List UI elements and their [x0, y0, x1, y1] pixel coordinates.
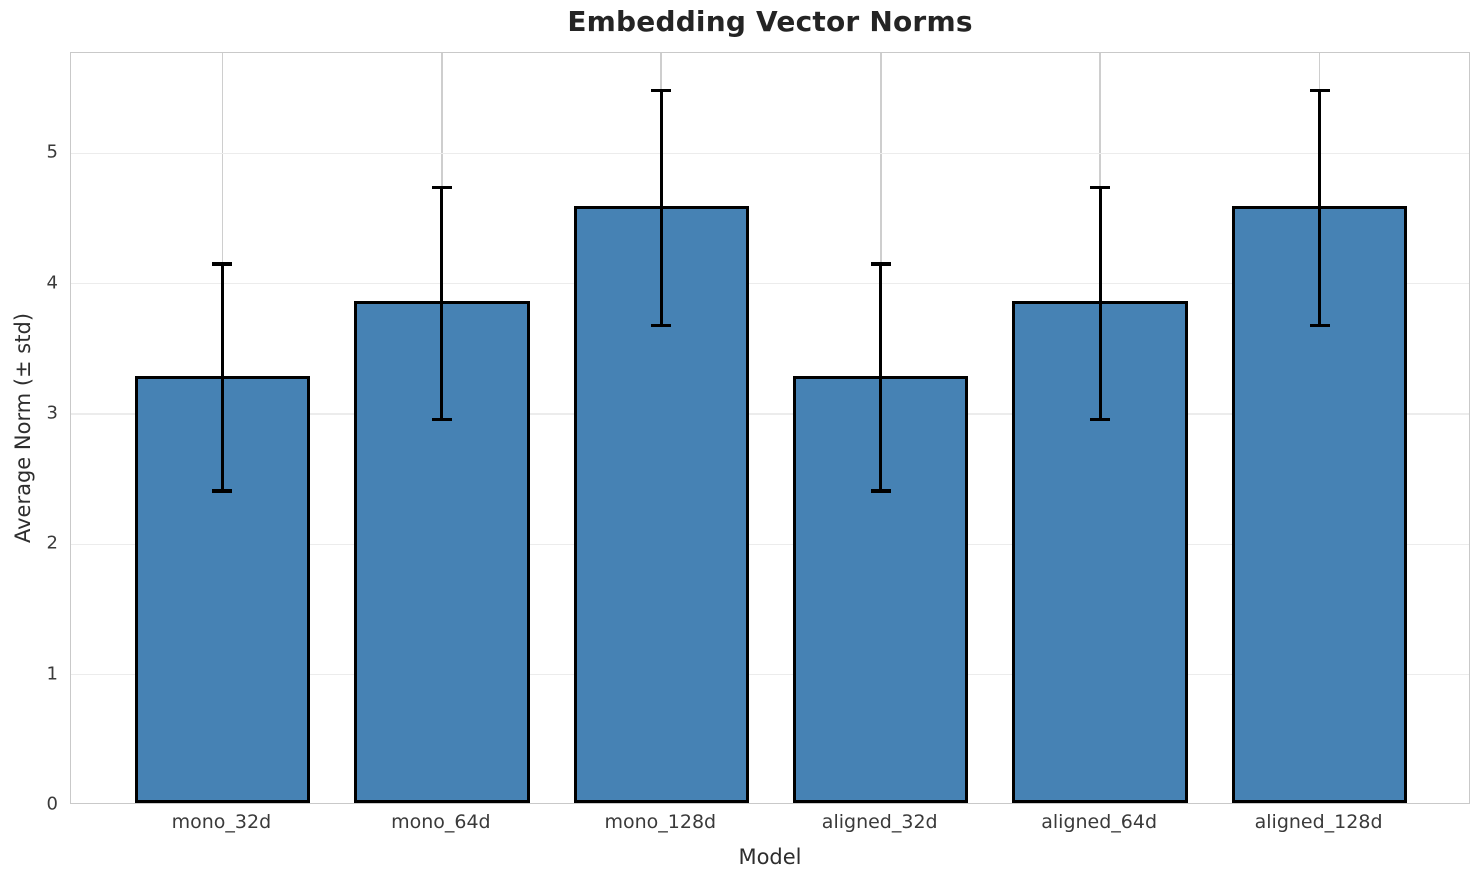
y-tick-label: 2 [46, 532, 58, 554]
error-bar-cap [1090, 417, 1111, 421]
y-tick-label: 3 [46, 402, 58, 424]
x-tick-label: aligned_128d [1254, 811, 1383, 833]
plot-area [70, 52, 1470, 804]
y-tick-label: 0 [46, 793, 58, 815]
error-bar-cap [870, 262, 891, 266]
error-bar-cap [1090, 185, 1111, 189]
error-bar-cap [212, 262, 233, 266]
error-bar-cap [431, 185, 452, 189]
error-bar-aligned_128d [1318, 90, 1322, 326]
x-tick-label: aligned_32d [821, 811, 938, 833]
error-bar-cap [651, 89, 672, 93]
horizontal-gridline [71, 413, 1469, 415]
chart-title: Embedding Vector Norms [567, 5, 973, 38]
x-tick-label: mono_128d [604, 811, 717, 833]
horizontal-gridline [71, 673, 1469, 676]
error-bar-cap [651, 323, 672, 328]
x-tick-label: aligned_64d [1041, 811, 1158, 833]
y-tick-label: 5 [46, 141, 58, 163]
y-axis-label: Average Norm (± std) [11, 312, 35, 544]
error-bar-aligned_64d [1098, 187, 1102, 420]
x-axis-label: Model [738, 845, 802, 869]
error-bar-cap [1309, 323, 1330, 328]
horizontal-gridline [71, 543, 1469, 546]
x-tick-label: mono_64d [391, 811, 491, 833]
error-bar-cap [212, 489, 233, 493]
y-tick-label: 1 [46, 663, 58, 685]
horizontal-gridline [71, 152, 1469, 155]
error-bar-cap [870, 489, 891, 493]
error-bar-cap [1309, 89, 1330, 93]
error-bar-mono_64d [440, 187, 444, 420]
error-bar-aligned_32d [879, 264, 883, 491]
error-bar-cap [431, 417, 452, 421]
horizontal-gridline [71, 282, 1469, 285]
y-tick-label: 4 [46, 272, 58, 294]
error-bar-mono_128d [659, 90, 663, 326]
x-tick-label: mono_32d [171, 811, 272, 833]
error-bar-mono_32d [220, 264, 224, 491]
